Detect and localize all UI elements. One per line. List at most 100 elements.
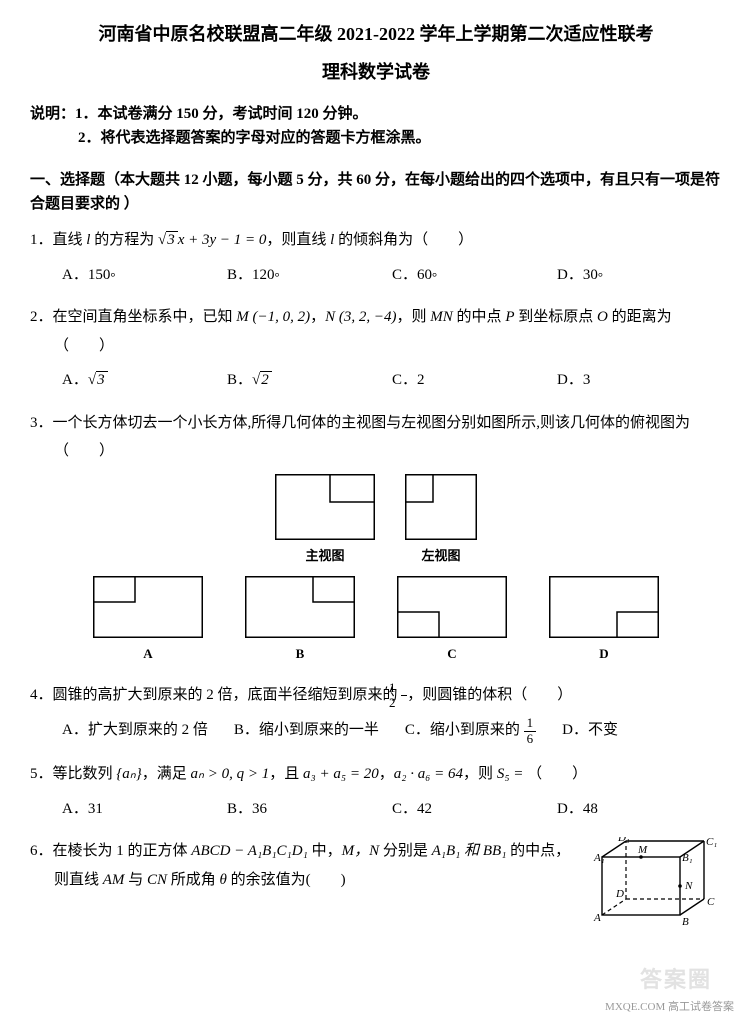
q6-cube-figure: A₁ B₁ C₁ D₁ A B C D M N xyxy=(582,837,722,937)
q3-C-label: C xyxy=(447,642,456,667)
q2-A-val: 3 xyxy=(96,371,108,388)
q6-cube: ABCD − A₁B₁C₁D₁ xyxy=(191,843,308,859)
q3-A-label: A xyxy=(143,642,152,667)
q5-pre: 等比数列 xyxy=(53,766,117,782)
lbl-N: N xyxy=(684,880,693,892)
q3-opt-D xyxy=(549,576,659,638)
q4-C-pre: C．缩小到原来的 xyxy=(405,723,524,739)
q6-after: 的余弦值为( ) xyxy=(227,872,346,888)
q3-text: 一个长方体切去一个小长方体,所得几何体的主视图与左视图分别如图所示,则该几何体的… xyxy=(53,415,691,460)
q5-an: {aₙ} xyxy=(116,766,141,782)
q5-D: D．48 xyxy=(557,795,722,824)
lbl-M: M xyxy=(637,844,648,856)
lbl-B1: B₁ xyxy=(682,852,693,864)
lbl-D1: D₁ xyxy=(617,837,630,844)
question-3: 3．一个长方体切去一个小长方体,所得几何体的主视图与左视图分别如图所示,则该几何… xyxy=(30,409,722,667)
q2-num: 2． xyxy=(30,309,53,325)
lbl-C1: C₁ xyxy=(706,837,717,848)
q5-c3: a₂ · a₆ = 64 xyxy=(394,766,463,782)
q6-pre: 在棱长为 1 的正方体 xyxy=(53,843,192,859)
q1-num: 1． xyxy=(30,232,53,248)
lbl-A: A xyxy=(593,912,601,924)
q5-S5: S₅ = xyxy=(497,766,527,782)
question-5: 5．等比数列 {aₙ}，满足 aₙ > 0, q > 1，且 a₃ + a₅ =… xyxy=(30,760,722,823)
q3-opt-A xyxy=(93,576,203,638)
instructions: 说明：1．本试卷满分 150 分，考试时间 120 分钟。 2．将代表选择题答案… xyxy=(30,102,722,150)
watermark-text: MXQE.COM 高工试卷答案 xyxy=(605,998,734,1014)
question-6: 6．在棱长为 1 的正方体 ABCD − A₁B₁C₁D₁ 中，M，N 分别是 … xyxy=(30,837,722,937)
q6-m2: 分别是 xyxy=(379,843,432,859)
q1-after: 的倾斜角为（ ） xyxy=(334,232,473,248)
q6-edges: A₁B₁ 和 BB₁ xyxy=(432,843,507,859)
q3-D-label: D xyxy=(599,642,608,667)
q1-mid2: ，则直线 xyxy=(266,232,330,248)
q6-m4: 与 xyxy=(124,872,147,888)
q2-c1: ， xyxy=(310,309,325,325)
q3-left-label: 左视图 xyxy=(421,544,460,569)
q5-c2: a₃ + a₅ = 20 xyxy=(303,766,379,782)
q4-A: A．扩大到原来的 2 倍 xyxy=(62,716,208,746)
q5-A: A．31 xyxy=(62,795,227,824)
lbl-D: D xyxy=(615,888,624,900)
q6-theta: θ xyxy=(219,872,226,888)
q3-B-label: B xyxy=(296,642,305,667)
section-1-header: 一、选择题（本大题共 12 小题，每小题 5 分，共 60 分，在每小题给出的四… xyxy=(30,168,722,216)
q2-D: D．3 xyxy=(557,366,722,395)
q3-opt-B xyxy=(245,576,355,638)
q2-A-pre: A． xyxy=(62,372,88,388)
q6-CN: CN xyxy=(147,872,167,888)
instruction-1: 说明：1．本试卷满分 150 分，考试时间 120 分钟。 xyxy=(30,102,722,126)
q2-O: O xyxy=(597,309,608,325)
q3-left-view xyxy=(405,474,477,540)
q5-m2: ，且 xyxy=(269,766,303,782)
q2-N: N (3, 2, −4) xyxy=(325,309,396,325)
q1-A: A．150 xyxy=(62,267,110,283)
q6-AM: AM xyxy=(103,872,125,888)
q4-D: D．不变 xyxy=(562,716,618,746)
q4-pre: 圆锥的高扩大到原来的 2 倍，底面半径缩短到原来的 xyxy=(53,687,402,703)
q2-mid3: 到坐标原点 xyxy=(514,309,597,325)
q2-MN: MN xyxy=(430,309,453,325)
q5-comma: ， xyxy=(379,766,394,782)
q2-B-val: 2 xyxy=(260,371,272,388)
q2-M: M (−1, 0, 2) xyxy=(236,309,310,325)
q2-pre: 在空间直角坐标系中，已知 xyxy=(53,309,237,325)
q5-after: （ ） xyxy=(527,766,587,782)
q1-sqrt: 3 xyxy=(166,231,178,248)
q1-eq: x + 3y − 1 = 0 xyxy=(178,232,267,248)
q3-views-row: 主视图 左视图 xyxy=(30,474,722,569)
lbl-C: C xyxy=(707,896,715,908)
question-4: 4．圆锥的高扩大到原来的 2 倍，底面半径缩短到原来的 12，则圆锥的体积（ ）… xyxy=(30,681,722,746)
q5-m3: ，则 xyxy=(463,766,497,782)
q1-mid1: 的方程为 xyxy=(90,232,158,248)
instruction-2: 2．将代表选择题答案的字母对应的答题卡方框涂黑。 xyxy=(30,126,722,150)
lbl-B: B xyxy=(682,916,689,928)
q6-MN: M，N xyxy=(342,843,380,859)
q5-B: B．36 xyxy=(227,795,392,824)
q1-B: B．120 xyxy=(227,267,275,283)
q6-m5: 所成角 xyxy=(167,872,220,888)
q6-num: 6． xyxy=(30,843,53,859)
q4-Cd: 6 xyxy=(524,732,537,746)
q1-pre: 直线 xyxy=(53,232,87,248)
question-2: 2．在空间直角坐标系中，已知 M (−1, 0, 2)，N (3, 2, −4)… xyxy=(30,303,722,395)
q5-c1: aₙ > 0, q > 1 xyxy=(191,766,270,782)
q6-m1: 中， xyxy=(308,843,342,859)
q2-mid2: 的中点 xyxy=(453,309,506,325)
title-sub: 理科数学试卷 xyxy=(30,58,722,84)
q4-num: 4． xyxy=(30,687,53,703)
lbl-A1: A₁ xyxy=(593,852,605,864)
q2-B-pre: B． xyxy=(227,372,252,388)
q4-after: ，则圆锥的体积（ ） xyxy=(407,687,572,703)
q1-C: C．60 xyxy=(392,267,432,283)
q5-C: C．42 xyxy=(392,795,557,824)
title-main: 河南省中原名校联盟高二年级 2021-2022 学年上学期第二次适应性联考 xyxy=(30,20,722,46)
q3-options-row: A B C D xyxy=(30,576,722,667)
q2-C: C．2 xyxy=(392,366,557,395)
question-1: 1．直线 l 的方程为 3x + 3y − 1 = 0，则直线 l 的倾斜角为（… xyxy=(30,226,722,289)
q2-mid: ，则 xyxy=(397,309,431,325)
q1-D: D．30 xyxy=(557,267,598,283)
q3-front-label: 主视图 xyxy=(305,544,344,569)
q4-B: B．缩小到原来的一半 xyxy=(234,716,379,746)
q5-num: 5． xyxy=(30,766,53,782)
